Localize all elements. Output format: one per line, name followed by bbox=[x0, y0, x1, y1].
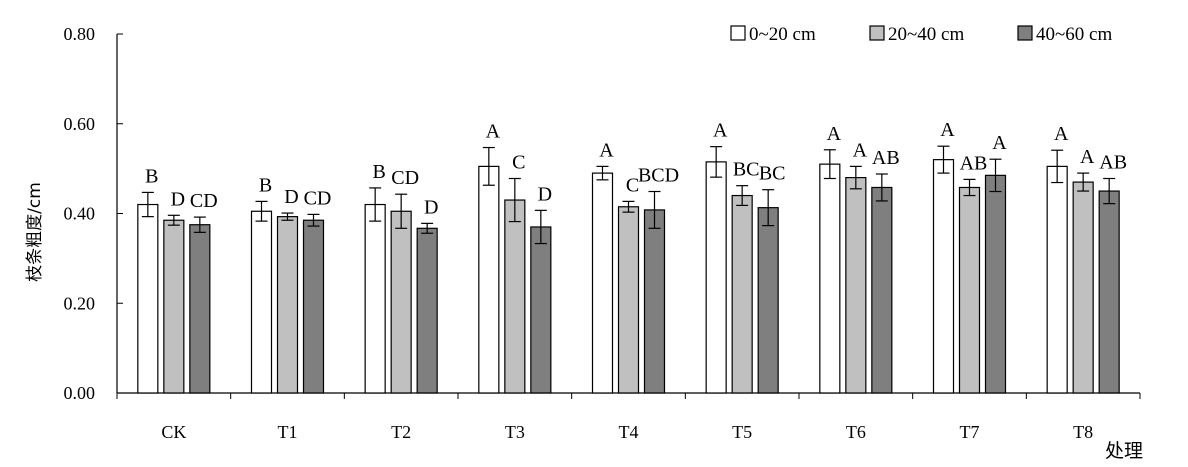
x-tick-label: T6 bbox=[846, 422, 866, 442]
bar bbox=[1046, 165, 1068, 394]
significance-label: A bbox=[1054, 123, 1069, 145]
bar bbox=[163, 219, 185, 394]
bar bbox=[276, 216, 299, 394]
significance-label: A bbox=[992, 132, 1007, 154]
significance-label: CD bbox=[190, 190, 218, 212]
bar bbox=[478, 165, 500, 394]
y-tick-label: 0.80 bbox=[64, 24, 96, 44]
significance-label: A bbox=[599, 139, 614, 161]
bar bbox=[932, 159, 955, 394]
bar bbox=[504, 199, 526, 394]
bar bbox=[137, 203, 159, 394]
significance-label: CD bbox=[304, 187, 332, 209]
significance-label: D bbox=[284, 186, 298, 208]
bar bbox=[364, 203, 386, 394]
bar bbox=[819, 163, 841, 394]
bar bbox=[731, 194, 753, 394]
bar bbox=[530, 226, 552, 394]
significance-label: AB bbox=[1099, 151, 1127, 173]
bar bbox=[958, 186, 981, 394]
bar bbox=[757, 207, 779, 394]
significance-label: BCD bbox=[638, 165, 679, 187]
bar bbox=[302, 219, 325, 394]
bar bbox=[643, 209, 666, 394]
x-axis-label: 处理 bbox=[1105, 440, 1143, 462]
bar bbox=[390, 210, 412, 394]
x-tick-label: T2 bbox=[391, 422, 411, 442]
y-tick-label: 0.00 bbox=[64, 383, 96, 403]
significance-label: C bbox=[626, 174, 639, 196]
significance-label: D bbox=[171, 188, 185, 210]
legend-label: 40~60 cm bbox=[1036, 24, 1112, 45]
x-tick-label: T3 bbox=[505, 422, 525, 442]
legend-swatch bbox=[1017, 25, 1033, 41]
significance-label: BC bbox=[759, 163, 786, 185]
bar bbox=[845, 177, 867, 394]
legend-label: 0~20 cm bbox=[749, 24, 816, 45]
x-tick-label: T5 bbox=[732, 422, 752, 442]
significance-label: BC bbox=[733, 159, 760, 181]
legend-swatch bbox=[730, 25, 746, 41]
significance-label: A bbox=[827, 123, 842, 145]
bar bbox=[1072, 181, 1094, 394]
legend: 0~20 cm 20~40 cm 40~60 cm bbox=[730, 24, 1112, 45]
x-tick-label: T7 bbox=[960, 422, 980, 442]
x-tick-label: T4 bbox=[619, 422, 639, 442]
bar bbox=[591, 172, 614, 394]
y-tick-label: 0.40 bbox=[64, 204, 96, 224]
significance-label: D bbox=[424, 196, 438, 218]
significance-label: A bbox=[853, 139, 868, 161]
bar bbox=[1098, 190, 1120, 394]
bar bbox=[617, 206, 640, 394]
bar bbox=[416, 227, 438, 394]
significance-label: D bbox=[538, 183, 552, 205]
significance-label: AB bbox=[872, 147, 900, 169]
significance-label: A bbox=[486, 121, 501, 143]
significance-label: B bbox=[372, 161, 385, 183]
bar bbox=[189, 224, 211, 394]
y-tick-label: 0.20 bbox=[64, 293, 96, 313]
x-tick-label: T8 bbox=[1073, 422, 1093, 442]
legend-label: 20~40 cm bbox=[888, 24, 964, 45]
bar bbox=[871, 186, 893, 394]
significance-label: B bbox=[145, 165, 158, 187]
x-tick-label: T1 bbox=[278, 422, 298, 442]
legend-swatch bbox=[869, 25, 885, 41]
significance-label: A bbox=[713, 120, 728, 142]
significance-label: CD bbox=[391, 167, 419, 189]
significance-label: A bbox=[1080, 146, 1095, 168]
significance-label: AB bbox=[960, 152, 988, 174]
bar bbox=[705, 161, 727, 394]
bar bbox=[250, 210, 273, 394]
y-tick-label: 0.60 bbox=[64, 114, 96, 134]
significance-label: A bbox=[940, 119, 955, 141]
significance-label: C bbox=[512, 151, 525, 173]
x-tick-label: CK bbox=[161, 422, 186, 442]
y-axis-label: 枝条粗度/cm bbox=[25, 182, 45, 282]
bar bbox=[984, 174, 1007, 394]
significance-label: B bbox=[259, 174, 272, 196]
